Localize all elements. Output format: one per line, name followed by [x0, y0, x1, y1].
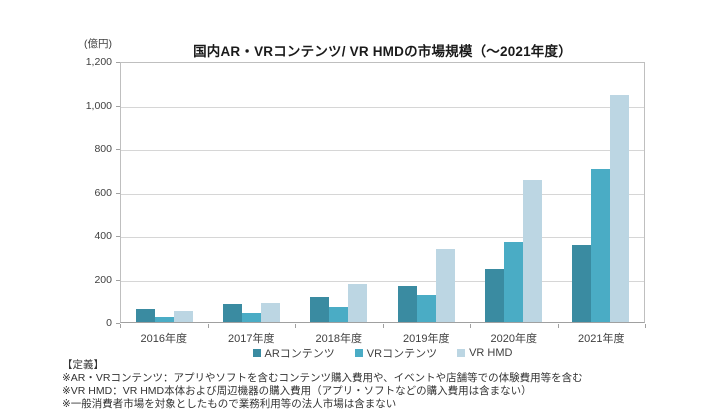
y-axis-tick-mark — [116, 236, 120, 237]
x-axis-label-2021年度: 2021年度 — [578, 333, 625, 345]
bar-ARコンテンツ-2019年度 — [397, 286, 417, 322]
bar-group-2019年度 — [383, 63, 470, 322]
x-axis-tick-mark — [382, 324, 384, 328]
y-axis-tick-label: 1,200 — [85, 56, 112, 68]
bar-VRコンテンツ-2021年度 — [590, 168, 610, 322]
x-axis-tick-mark — [557, 324, 559, 328]
bar-group-2021年度 — [557, 63, 644, 322]
y-axis-tick-mark — [116, 279, 120, 281]
bar-VR HMD-2021年度 — [609, 95, 629, 322]
bar-ARコンテンツ-2018年度 — [310, 296, 330, 322]
bar-group-2017年度 — [208, 63, 295, 322]
bar-VRコンテンツ-2020年度 — [503, 242, 523, 322]
gridline-600 — [121, 193, 644, 195]
bar-VR HMD-2019年度 — [435, 248, 455, 322]
y-axis-tick-label: 1,000 — [85, 99, 112, 112]
legend-label: ARコンテンツ — [264, 348, 335, 360]
x-axis-label-2017年度: 2017年度 — [228, 333, 275, 345]
x-axis-tick-mark — [295, 324, 296, 328]
y-axis-tick-mark — [116, 149, 120, 150]
chart-legend: ARコンテンツ VRコンテンツ VR HMD — [120, 345, 645, 361]
definition-line-ar-vr-content: ※AR・VRコンテンツ：アプリやソフトを含むコンテンツ購入費用や、イベントや店舗… — [62, 371, 583, 384]
x-axis-label-2020年度: 2020年度 — [490, 333, 537, 345]
gridline-1000 — [121, 106, 644, 108]
y-axis-tick-mark — [116, 62, 120, 63]
legend-label: VR HMD — [469, 347, 513, 359]
y-axis-tick-label: 0 — [106, 317, 112, 329]
bar-group-2020年度 — [470, 63, 557, 322]
gridline-200 — [121, 280, 644, 282]
y-axis-tick-label: 200 — [94, 273, 112, 286]
x-axis-tick-mark — [120, 324, 121, 328]
bar-ARコンテンツ-2016年度 — [136, 309, 156, 322]
y-axis-tick-mark — [116, 105, 120, 107]
gridline-400 — [121, 237, 644, 238]
x-axis-label-2016年度: 2016年度 — [140, 333, 187, 345]
x-axis-label-2019年度: 2019年度 — [403, 333, 450, 345]
x-axis-label-2018年度: 2018年度 — [315, 333, 362, 345]
definitions-heading: 【定義】 — [62, 359, 104, 371]
legend-label: VRコンテンツ — [366, 348, 438, 360]
legend-swatch-icon — [354, 349, 363, 357]
bar-ARコンテンツ-2021年度 — [571, 245, 591, 322]
legend-item-VR HMD: VR HMD — [457, 347, 512, 359]
bar-VR HMD-2016年度 — [174, 310, 194, 322]
legend-swatch-icon — [457, 349, 466, 357]
gridline-800 — [121, 150, 644, 151]
legend-item-VRコンテンツ: VRコンテンツ — [354, 345, 438, 361]
bar-group-2018年度 — [295, 63, 382, 322]
y-axis-tick-label: 600 — [94, 186, 112, 199]
bar-VR HMD-2018年度 — [348, 283, 368, 322]
bar-VR HMD-2020年度 — [522, 179, 542, 322]
y-axis-unit-label: (億円) — [84, 38, 112, 50]
bar-VRコンテンツ-2019年度 — [416, 295, 436, 322]
bar-ARコンテンツ-2020年度 — [484, 269, 504, 322]
x-axis-labels: 2016年度 2017年度 2018年度 2019年度 2020年度 2021年度 — [120, 330, 645, 346]
x-axis-tick-mark — [470, 324, 471, 328]
y-axis-tick-label: 800 — [94, 143, 112, 155]
definition-line-consumer-market: ※一般消費者市場を対象としたもので業務利用等の法人市場は含まない — [62, 397, 397, 410]
x-axis-tick-mark — [645, 324, 646, 328]
bar-VRコンテンツ-2018年度 — [329, 306, 349, 322]
plot-area — [120, 62, 645, 323]
y-axis-tick-mark — [116, 192, 120, 194]
legend-swatch-icon — [252, 349, 261, 357]
bar-VR HMD-2017年度 — [261, 303, 281, 322]
chart-title: 国内AR・VRコンテンツ/ VR HMDの市場規模（～2021年度） — [193, 44, 572, 59]
definition-line-vr-hmd: ※VR HMD：VR HMD本体および周辺機器の購入費用（アプリ・ソフトなどの購… — [62, 384, 532, 397]
bar-VRコンテンツ-2016年度 — [155, 316, 175, 322]
bar-groups — [121, 63, 644, 322]
bar-ARコンテンツ-2017年度 — [223, 304, 243, 322]
x-axis-tick-mark — [207, 324, 209, 328]
y-axis-tick-label: 400 — [94, 230, 112, 242]
bar-group-2016年度 — [121, 63, 208, 322]
legend-item-ARコンテンツ: ARコンテンツ — [252, 345, 335, 361]
bar-VRコンテンツ-2017年度 — [242, 313, 262, 322]
y-axis-tick-mark — [116, 323, 120, 324]
definitions-footer: 【定義】 ※AR・VRコンテンツ：アプリやソフトを含むコンテンツ購入費用や、イベ… — [62, 359, 662, 411]
